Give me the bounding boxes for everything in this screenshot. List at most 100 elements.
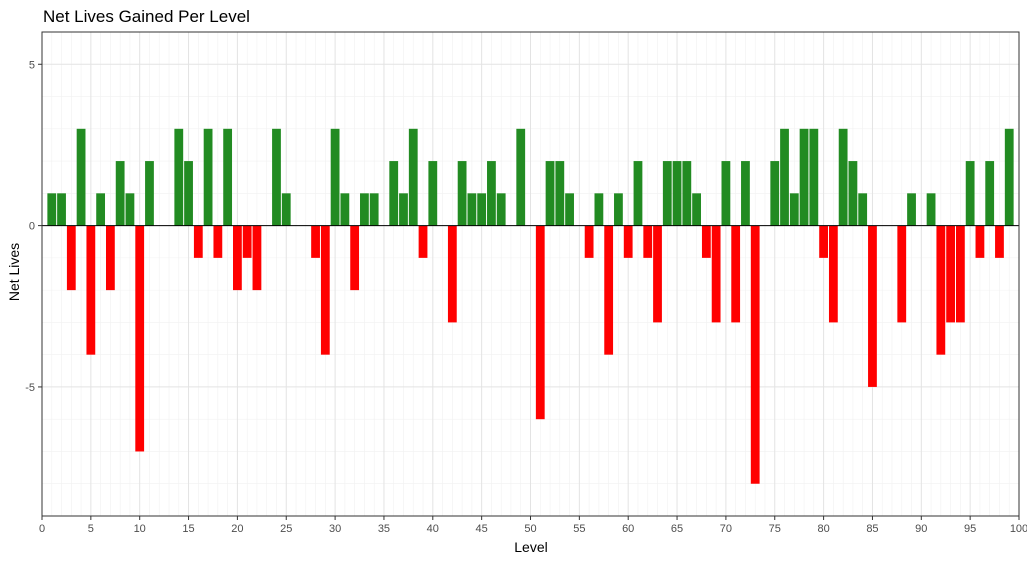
bar-level-79: [809, 128, 819, 226]
bar-level-99: [1004, 128, 1014, 226]
x-tick-label: 30: [329, 523, 341, 535]
bar-level-38: [408, 128, 418, 226]
bar-level-91: [926, 193, 936, 226]
bar-level-94: [955, 225, 965, 323]
bar-level-65: [672, 161, 682, 226]
bar-level-69: [711, 225, 721, 323]
x-tick-label: 10: [134, 523, 146, 535]
x-tick-label: 25: [280, 523, 292, 535]
bar-level-76: [780, 128, 789, 226]
bar-level-17: [203, 128, 213, 226]
bar-level-18: [213, 225, 223, 258]
bar-level-96: [975, 225, 985, 258]
bar-level-33: [360, 193, 369, 226]
bar-level-58: [604, 225, 614, 355]
bar-level-62: [643, 225, 653, 258]
y-tick-label: 5: [29, 59, 35, 71]
bar-level-46: [487, 161, 496, 226]
bar-level-52: [545, 161, 555, 226]
bar-level-85: [868, 225, 877, 387]
bar-level-39: [418, 225, 428, 258]
bar-level-20: [233, 225, 242, 291]
bar-level-75: [770, 161, 780, 226]
bar-level-47: [496, 193, 506, 226]
bar-level-9: [125, 193, 135, 226]
x-tick-label: 60: [622, 523, 634, 535]
bar-level-40: [428, 161, 438, 226]
x-tick-label: 35: [378, 523, 390, 535]
bar-level-59: [614, 193, 623, 226]
x-tick-label: 20: [231, 523, 243, 535]
bar-level-80: [819, 225, 828, 258]
bar-level-6: [96, 193, 106, 226]
bar-level-56: [584, 225, 594, 258]
bar-level-29: [320, 225, 330, 355]
bar-level-15: [184, 161, 193, 226]
bar-level-88: [897, 225, 907, 323]
bars: [47, 128, 1014, 484]
bar-level-53: [555, 161, 565, 226]
bar-level-57: [594, 193, 604, 226]
bar-level-10: [135, 225, 145, 452]
bar-level-66: [682, 161, 692, 226]
bar-level-16: [193, 225, 203, 258]
bar-level-81: [828, 225, 838, 323]
bar-level-63: [653, 225, 662, 323]
y-axis: -5 0 5: [25, 59, 42, 394]
bar-level-72: [741, 161, 750, 226]
bar-level-43: [457, 161, 467, 226]
bar-level-24: [272, 128, 281, 226]
x-tick-label: 50: [524, 523, 536, 535]
bar-level-71: [731, 225, 741, 323]
x-tick-label: 55: [573, 523, 585, 535]
bar-level-51: [535, 225, 545, 420]
bar-level-70: [721, 161, 731, 226]
x-tick-label: 80: [817, 523, 829, 535]
y-tick-label: 0: [29, 221, 35, 233]
bar-level-28: [311, 225, 320, 258]
chart-title: Net Lives Gained Per Level: [43, 7, 250, 26]
x-tick-label: 5: [88, 523, 94, 535]
bar-level-67: [692, 193, 701, 226]
bar-level-77: [789, 193, 799, 226]
x-tick-label: 45: [476, 523, 488, 535]
bar-level-7: [105, 225, 115, 291]
bar-level-44: [467, 193, 477, 226]
bar-level-5: [86, 225, 96, 355]
x-tick-label: 15: [182, 523, 194, 535]
bar-level-11: [145, 161, 154, 226]
bar-level-34: [369, 193, 379, 226]
bar-level-19: [223, 128, 233, 226]
bar-level-30: [330, 128, 340, 226]
bar-level-32: [350, 225, 360, 291]
bar-level-42: [447, 225, 457, 323]
bar-level-89: [907, 193, 916, 226]
bar-level-37: [399, 193, 408, 226]
bar-level-97: [985, 161, 995, 226]
bar-level-36: [389, 161, 399, 226]
bar-level-49: [516, 128, 526, 226]
x-axis-title: Level: [514, 539, 547, 555]
bar-level-78: [799, 128, 809, 226]
bar-level-3: [66, 225, 76, 291]
x-tick-label: 95: [964, 523, 976, 535]
bar-level-22: [252, 225, 262, 291]
bar-level-82: [838, 128, 848, 226]
bar-level-95: [965, 161, 975, 226]
bar-level-60: [623, 225, 633, 258]
bar-level-83: [848, 161, 858, 226]
bar-level-64: [662, 161, 672, 226]
bar-level-61: [633, 161, 643, 226]
x-tick-label: 70: [720, 523, 732, 535]
y-axis-title: Net Lives: [6, 243, 22, 301]
x-tick-label: 75: [769, 523, 781, 535]
bar-level-73: [750, 225, 760, 484]
bar-level-25: [281, 193, 291, 226]
bar-level-1: [47, 193, 57, 226]
x-tick-label: 90: [915, 523, 927, 535]
bar-level-84: [858, 193, 868, 226]
bar-level-68: [701, 225, 711, 258]
x-tick-label: 0: [39, 523, 45, 535]
bar-level-45: [477, 193, 487, 226]
